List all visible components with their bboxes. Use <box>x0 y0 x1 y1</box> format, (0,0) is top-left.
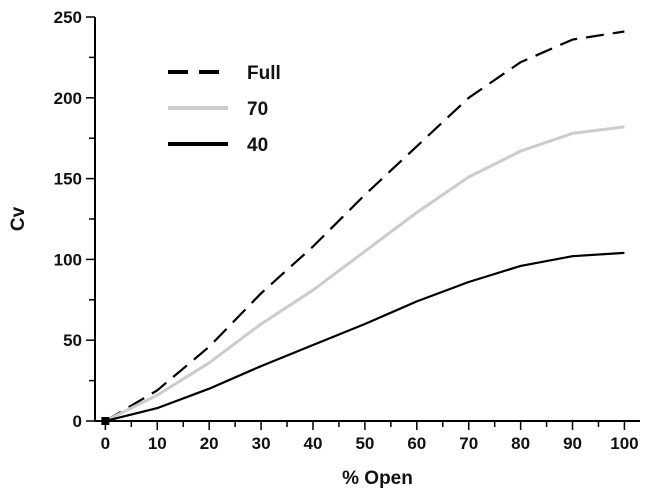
x-tick-label: 60 <box>407 434 426 453</box>
x-tick-label: 80 <box>511 434 530 453</box>
x-axis-label: % Open <box>342 468 413 489</box>
legend: Full 70 40 <box>168 63 281 156</box>
x-tick-label: 0 <box>101 434 110 453</box>
x-tick-label: 20 <box>200 434 219 453</box>
x-tick-label: 30 <box>252 434 271 453</box>
series-line-full <box>104 30 625 422</box>
legend-label-40: 40 <box>247 135 268 156</box>
x-tick-label: 10 <box>148 434 167 453</box>
ticks: 0 10 20 30 40 50 60 70 80 90 100 0 50 100 150 200 250 <box>54 8 639 453</box>
x-tick-label: 100 <box>610 434 638 453</box>
y-tick-label: 0 <box>73 412 82 431</box>
origin-marker <box>101 417 110 425</box>
axes <box>94 17 640 422</box>
series-lines <box>101 30 625 425</box>
x-tick-label: 70 <box>459 434 478 453</box>
y-tick-label: 50 <box>63 331 82 350</box>
x-tick-label: 50 <box>355 434 374 453</box>
legend-label-full: Full <box>247 63 281 84</box>
x-tick-label: 40 <box>304 434 323 453</box>
series-line-70 <box>104 125 625 423</box>
y-tick-label: 100 <box>54 250 82 269</box>
y-axis-label: Cv <box>8 206 29 231</box>
legend-label-70: 70 <box>247 99 268 120</box>
x-tick-label: 90 <box>563 434 582 453</box>
y-tick-label: 250 <box>54 8 82 27</box>
y-tick-label: 200 <box>54 89 82 108</box>
series-line-40 <box>105 251 625 423</box>
y-tick-label: 150 <box>54 170 82 189</box>
